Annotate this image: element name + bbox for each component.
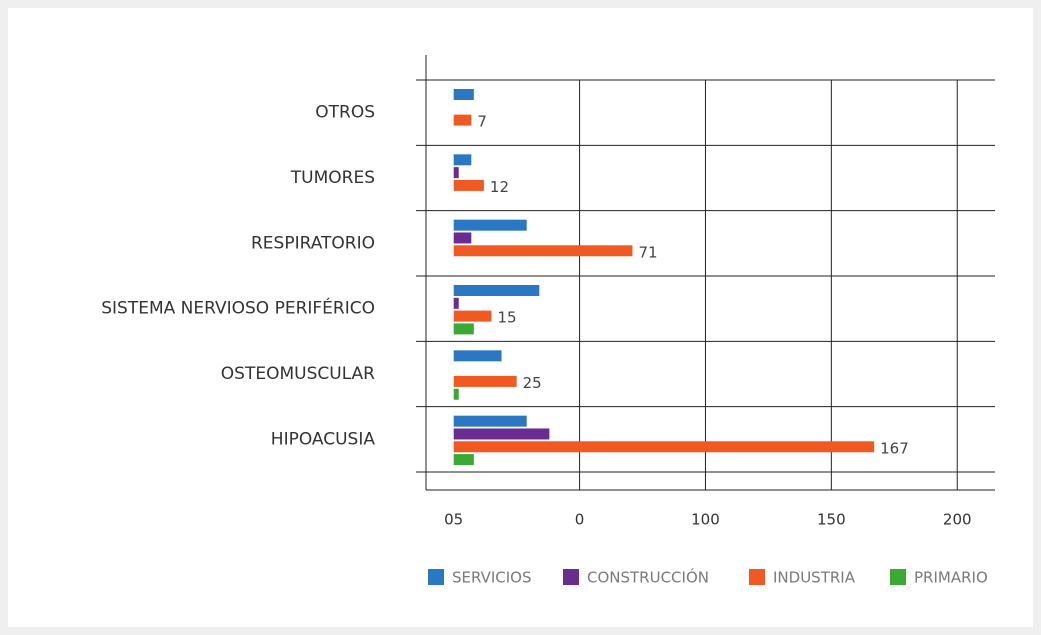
- bar: [453, 388, 459, 400]
- legend-swatch: [749, 569, 765, 585]
- bar: [453, 232, 472, 244]
- legend-label: PRIMARIO: [914, 569, 988, 587]
- category-label: OSTEOMUSCULAR: [221, 364, 375, 384]
- bar: [453, 219, 527, 231]
- data-label: 15: [497, 309, 516, 327]
- legend-label: INDUSTRIA: [773, 569, 856, 587]
- bar: [453, 245, 633, 257]
- bar: [453, 179, 484, 191]
- legend-label: CONSTRUCCIÓN: [587, 568, 709, 587]
- bar: [453, 285, 540, 296]
- data-label: 71: [638, 243, 657, 261]
- legend-label: SERVICIOS: [452, 569, 532, 587]
- bar: [453, 428, 550, 440]
- category-label: SISTEMA NERVIOSO PERIFÉRICO: [101, 297, 375, 319]
- bar: [453, 154, 472, 166]
- bar: [453, 441, 875, 453]
- bar: [453, 310, 492, 322]
- x-tick-label: 05: [444, 511, 463, 529]
- legend-swatch: [428, 569, 444, 585]
- bar: [453, 454, 474, 466]
- category-label: OTROS: [315, 103, 375, 123]
- x-tick-label: 150: [817, 511, 846, 529]
- data-label: 25: [523, 374, 542, 392]
- bar: [453, 323, 474, 335]
- data-label: 167: [880, 439, 909, 457]
- category-label: TUMORES: [290, 168, 375, 188]
- x-tick-label: 200: [943, 511, 972, 529]
- bar: [453, 167, 459, 179]
- data-label: 12: [490, 178, 509, 196]
- bar: [453, 89, 474, 100]
- category-label: HIPOACUSIA: [271, 429, 376, 449]
- bar: [453, 114, 472, 126]
- data-label: 7: [477, 113, 487, 131]
- bar: [453, 375, 517, 387]
- panel: [8, 8, 1033, 627]
- legend-swatch: [563, 569, 579, 585]
- category-label: RESPIRATORIO: [251, 233, 375, 253]
- x-tick-label: 100: [691, 511, 720, 529]
- bar: [453, 415, 527, 427]
- x-tick-label: 0: [575, 511, 585, 529]
- bar: [453, 350, 502, 362]
- bar: [453, 297, 459, 309]
- legend-swatch: [890, 569, 906, 585]
